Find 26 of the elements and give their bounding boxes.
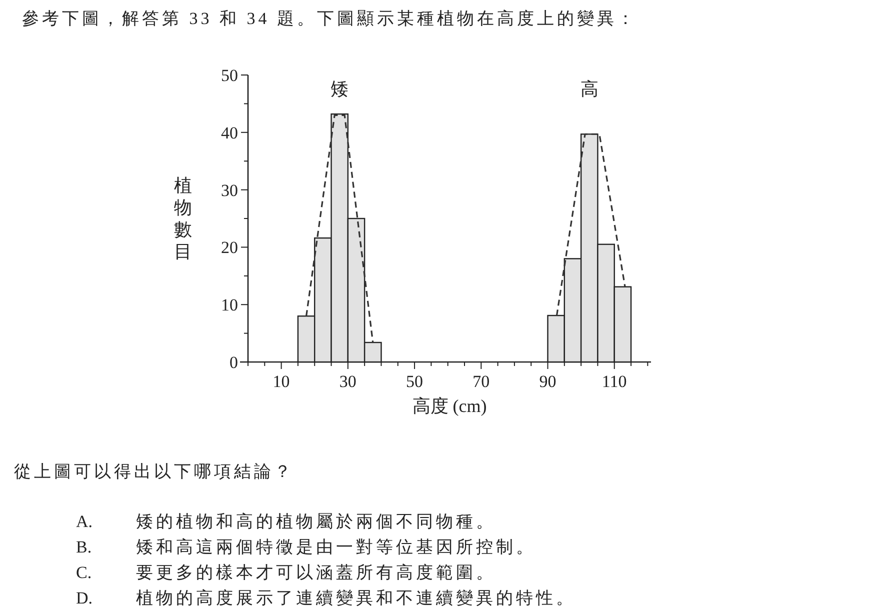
y-tick-label: 50 <box>221 66 238 85</box>
text: D. <box>76 588 93 608</box>
text: A. <box>76 512 93 531</box>
text: B. <box>76 538 92 556</box>
text: 矮的植物和高的植物屬於兩個不同物種。 <box>136 512 496 531</box>
x-tick-label: 110 <box>602 372 627 391</box>
text: 矮和高這兩個特徵是由一對等位基因所控制。 <box>136 538 536 556</box>
y-tick-label: 40 <box>221 123 238 142</box>
x-tick-label: 90 <box>539 372 556 391</box>
y-tick-label: 20 <box>221 238 238 258</box>
y-axis-title: 植物數目 <box>174 176 192 262</box>
y-tick-label: 0 <box>230 353 238 372</box>
x-tick-label: 10 <box>272 372 290 391</box>
y-tick-label: 30 <box>221 180 238 200</box>
chart-title: 參考下圖，解答第 33 和 34 題。下圖顯示某種植物在高度上的變異： <box>22 9 637 28</box>
x-tick-label: 30 <box>339 372 356 391</box>
x-tick-label: 70 <box>472 372 490 391</box>
text: 要更多的樣本才可以涵蓋所有高度範圍。 <box>136 563 496 582</box>
x-tick-label: 50 <box>406 372 424 391</box>
y-tick-label: 10 <box>221 296 238 315</box>
series-label: 高 <box>580 79 598 99</box>
series-label: 矮 <box>330 79 349 99</box>
text: C. <box>76 563 92 582</box>
text: 植物的高度展示了連續變異和不連續變異的特性。 <box>136 588 576 608</box>
text: 從上圖可以得出以下哪項結論？ <box>14 462 294 481</box>
x-axis-title: 高度 (cm) <box>412 396 487 416</box>
